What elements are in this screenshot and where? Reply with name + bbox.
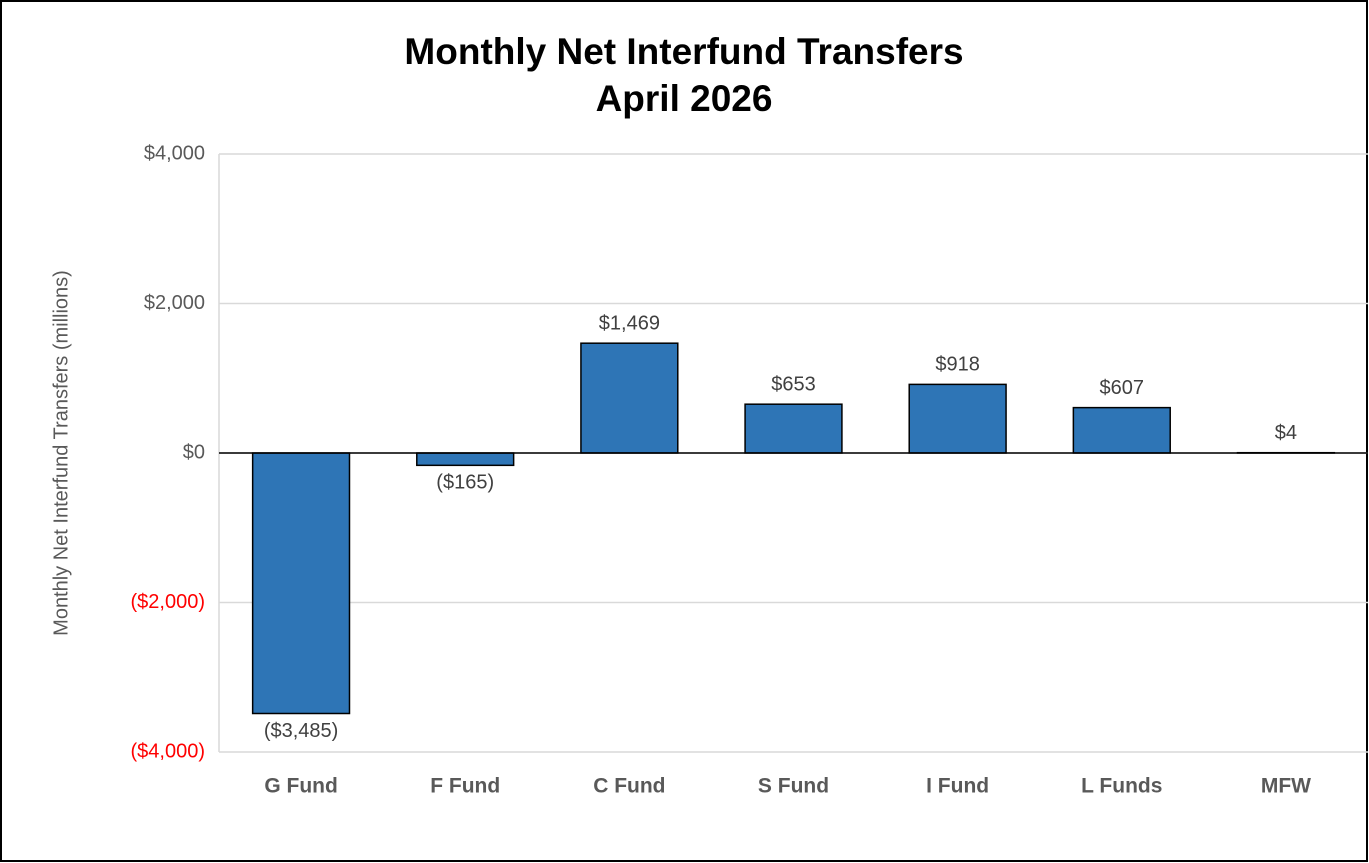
chart-title: Monthly Net Interfund Transfers	[404, 31, 963, 72]
x-tick-label: G Fund	[264, 775, 337, 798]
bar	[908, 383, 1007, 454]
bar	[416, 452, 515, 467]
x-tick-label: L Funds	[1081, 775, 1162, 798]
data-label: $4	[1275, 422, 1297, 444]
data-label: $653	[771, 373, 816, 395]
x-tick-label: MFW	[1261, 775, 1311, 798]
y-axis-title: Monthly Net Interfund Transfers (million…	[50, 270, 72, 636]
y-tick-label: ($2,000)	[131, 591, 206, 613]
bar	[580, 342, 679, 454]
x-tick-label: S Fund	[758, 775, 829, 798]
data-label: $607	[1100, 377, 1145, 399]
x-tick-label: I Fund	[926, 775, 989, 798]
y-tick-label: ($4,000)	[131, 740, 206, 762]
bar	[1072, 406, 1171, 454]
bar	[251, 452, 351, 715]
bar	[744, 403, 843, 454]
y-tick-label: $2,000	[144, 292, 205, 314]
data-label: $1,469	[599, 312, 660, 334]
data-label: ($3,485)	[264, 720, 339, 742]
data-label: $918	[935, 354, 980, 376]
y-tick-label: $0	[183, 441, 205, 463]
data-label: ($165)	[436, 472, 494, 494]
x-tick-label: F Fund	[430, 775, 500, 798]
y-tick-label: $4,000	[144, 142, 205, 164]
x-tick-label: C Fund	[593, 775, 665, 798]
chart-subtitle: April 2026	[596, 78, 773, 119]
